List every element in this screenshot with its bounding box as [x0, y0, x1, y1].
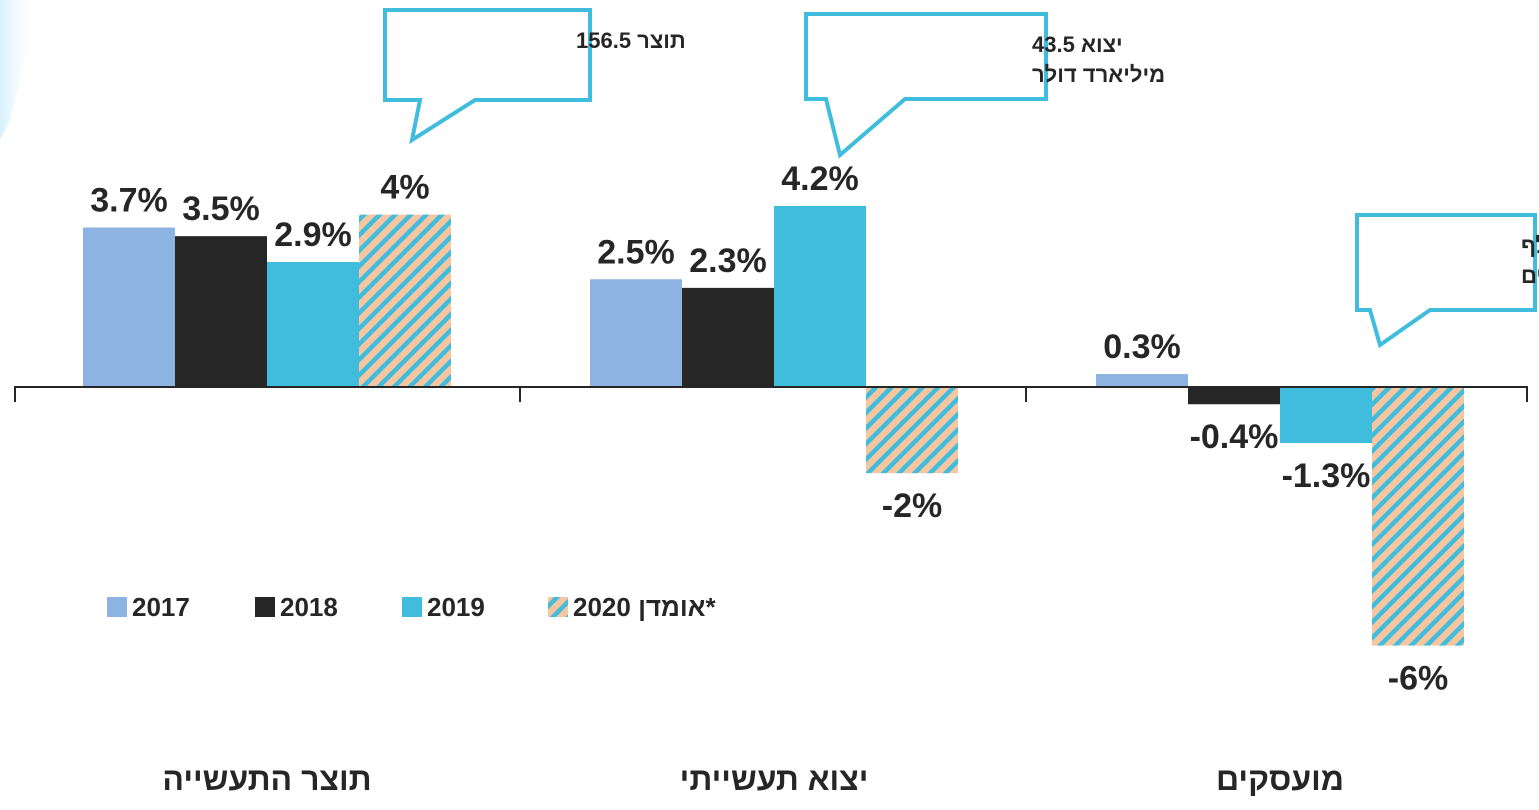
- data-label: 2.5%: [597, 233, 675, 271]
- legend-swatch: [402, 597, 422, 617]
- legend-swatch: [107, 597, 127, 617]
- bar-2018-cat0: [175, 236, 267, 387]
- bar-2019-cat1: [774, 205, 866, 387]
- bar-2019-cat0: [267, 262, 359, 387]
- data-label: 2.3%: [689, 242, 767, 280]
- bar-2017-cat0: [83, 227, 175, 387]
- callout-text: תוצר 156.5: [576, 28, 686, 53]
- bar-2020-cat0: [359, 214, 451, 387]
- legend-swatch: [255, 597, 275, 617]
- legend-label: 2018: [280, 592, 338, 622]
- category-label: מועסקים: [1216, 761, 1344, 797]
- bar-2017-cat2: [1096, 374, 1188, 387]
- axis-layer: תוצר התעשייה יצוא תעשייתי מועסקים: [14, 386, 1528, 797]
- callout-text: 348.2 אלף: [1521, 233, 1539, 258]
- data-label: 4.2%: [781, 160, 859, 198]
- data-label: 3.5%: [182, 190, 260, 228]
- data-label: 0.3%: [1103, 328, 1181, 366]
- bar-2017-cat1: [590, 279, 682, 387]
- data-label: -2%: [882, 487, 942, 525]
- data-label: 2.9%: [274, 216, 352, 254]
- decorative-edge: [0, 0, 40, 140]
- category-label: תוצר התעשייה: [162, 761, 371, 797]
- bar-2018-cat1: [682, 287, 774, 387]
- bar-2018-cat2: [1188, 387, 1280, 405]
- callout-box: [383, 8, 592, 145]
- legend: 2017 2018 2019 אומדן 2020*: [107, 592, 717, 622]
- legend-label: 2019: [427, 592, 485, 622]
- callout-text: מיליארד דולר: [1032, 62, 1165, 87]
- category-label: יצוא תעשייתי: [680, 761, 869, 797]
- bars-layer: [83, 205, 1464, 646]
- legend-swatch: [548, 597, 568, 617]
- data-label: -1.3%: [1282, 457, 1371, 495]
- bar-2020-cat1: [866, 387, 958, 474]
- data-label: 4%: [380, 169, 429, 207]
- data-label: -6%: [1388, 660, 1448, 698]
- labels-layer: 3.7% 2.5% 0.3% 3.5% 2.3% -0.4% 2.9% 4.2% -1.3% 4%…: [90, 160, 1448, 698]
- callout-box: [804, 12, 1048, 159]
- callout-text: עובדים: [1521, 263, 1539, 288]
- legend-label: אומדן 2020*: [573, 592, 717, 622]
- bar-2019-cat2: [1280, 387, 1372, 444]
- callout-box: [1355, 213, 1537, 349]
- callouts-layer: תוצר 156.5 יצוא 43.5 מיליארד דולר 348.2 אלף…: [383, 8, 1539, 349]
- callout-text: יצוא 43.5: [1032, 32, 1123, 57]
- data-label: 3.7%: [90, 182, 168, 220]
- data-label: -0.4%: [1190, 418, 1279, 456]
- bar-2020-cat2: [1372, 387, 1464, 646]
- legend-label: 2017: [132, 592, 190, 622]
